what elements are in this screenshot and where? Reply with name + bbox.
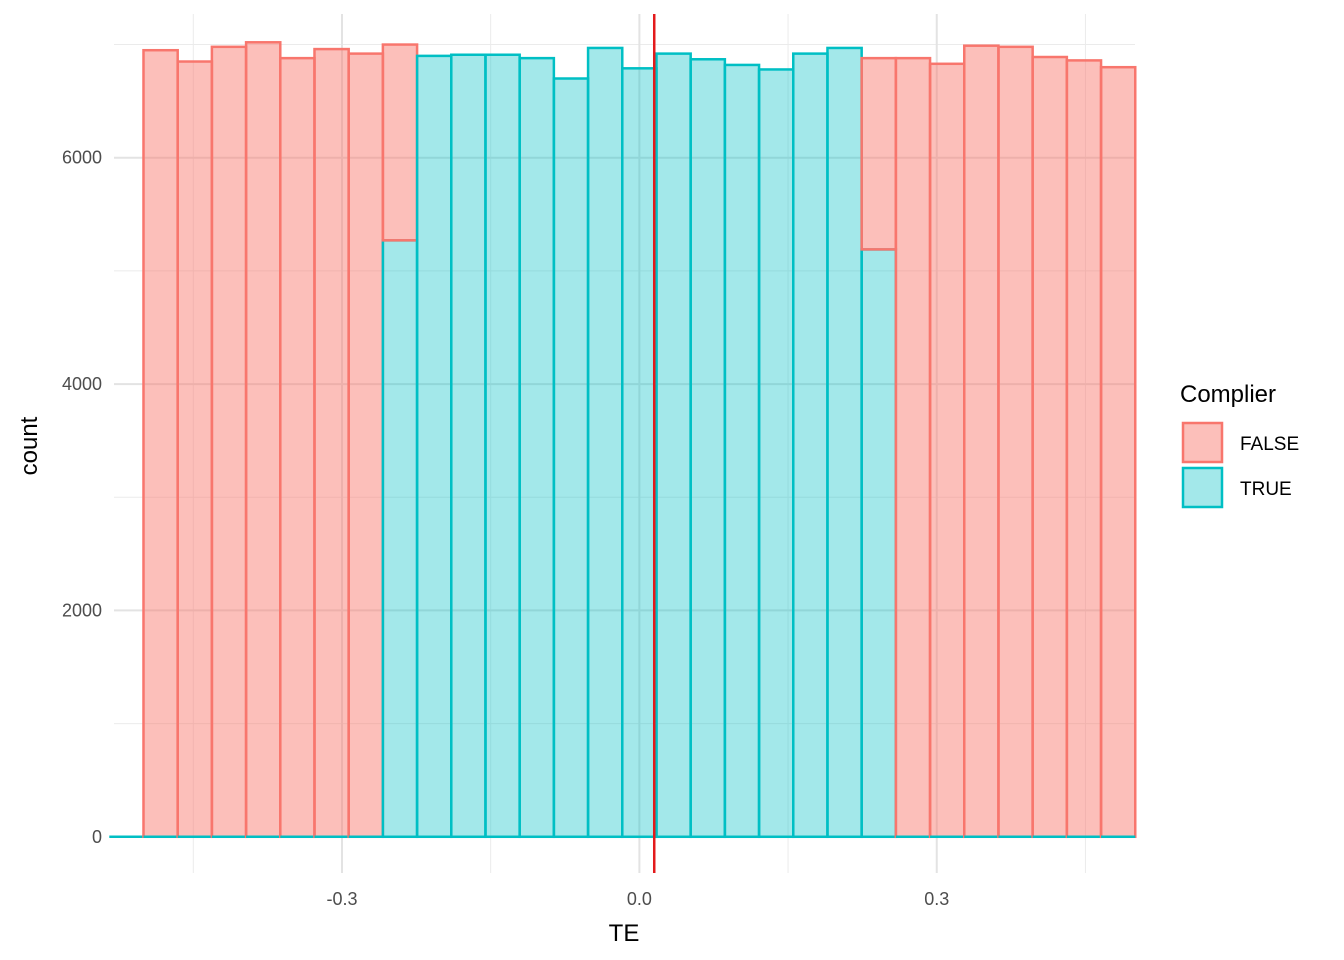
legend-key-false [1181,421,1224,464]
x-tick-label: 0.0 [627,889,652,909]
bar-true [552,77,590,839]
bar-true [415,54,453,839]
y-tick-label: 4000 [62,374,102,394]
bar-false [279,56,316,839]
bar-false [860,56,898,251]
legend-items: FALSE TRUE [1181,421,1299,509]
legend-key-background [1182,422,1223,463]
histogram-bars [109,41,1137,839]
bar-false [347,52,385,839]
bar-false [997,45,1034,839]
x-tick-label: -0.3 [326,889,357,909]
bar-false [1031,55,1069,839]
bar-false [142,48,179,839]
x-tick-label: 0.3 [924,889,949,909]
y-tick-label: 6000 [62,148,102,168]
x-axis-title: TE [609,920,640,947]
y-tick-label: 2000 [62,600,102,620]
bar-false [313,47,350,839]
bar-true [621,67,658,839]
bar-true [381,239,419,839]
bar-false [928,62,966,839]
bar-true [860,248,898,839]
bar-true [792,52,829,839]
bar-false [210,45,248,839]
x-axis-tick-labels: -0.3 0.0 0.3 [326,889,949,909]
legend: Complier FALSE TRUE [1180,381,1299,509]
bar-false [176,60,214,839]
legend-key-background [1182,467,1223,508]
legend-key-true [1181,466,1224,509]
bar-false [381,43,419,242]
bar-false [963,44,1000,839]
bar-true [518,56,556,839]
bar-true [826,46,863,839]
bar-true [723,63,761,839]
bar-false [1099,65,1137,839]
legend-title: Complier [1180,381,1276,408]
y-tick-label: 0 [92,827,102,847]
bar-false [894,56,932,839]
bar-true [484,53,521,839]
y-axis-title: count [16,416,43,475]
y-axis-tick-labels: 0 2000 4000 6000 [62,148,102,847]
bar-false [244,41,282,839]
legend-label-false: FALSE [1240,434,1299,455]
bar-true [757,68,795,839]
bar-true [655,52,692,839]
bar-false [1065,59,1103,839]
bar-true [689,58,727,839]
bar-true [586,46,624,839]
bar-true [450,53,487,839]
legend-label-true: TRUE [1240,479,1292,500]
